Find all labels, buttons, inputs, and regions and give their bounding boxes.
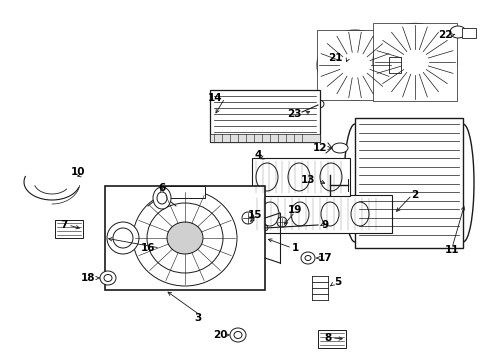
Ellipse shape [104, 274, 112, 282]
Text: 5: 5 [334, 277, 341, 287]
Ellipse shape [316, 30, 392, 100]
Ellipse shape [107, 222, 139, 254]
Text: 21: 21 [327, 53, 342, 63]
Ellipse shape [113, 228, 133, 248]
Ellipse shape [157, 192, 167, 204]
Bar [317, 330, 346, 348]
Text: 17: 17 [317, 253, 332, 263]
Ellipse shape [400, 49, 429, 76]
Text: 2: 2 [410, 190, 418, 200]
Text: 12: 12 [312, 143, 326, 153]
Bar [354, 118, 462, 248]
Text: 10: 10 [71, 167, 85, 177]
Text: 6: 6 [158, 183, 165, 193]
Ellipse shape [449, 26, 465, 38]
Ellipse shape [372, 23, 456, 101]
Text: 4: 4 [254, 150, 261, 160]
Text: 22: 22 [437, 30, 451, 40]
Text: 15: 15 [247, 210, 262, 220]
Text: 9: 9 [321, 220, 328, 230]
Bar [251, 158, 349, 196]
Ellipse shape [261, 202, 279, 226]
Bar [372, 23, 456, 101]
Ellipse shape [153, 187, 171, 209]
Bar [461, 28, 475, 38]
Text: 14: 14 [207, 93, 222, 103]
Ellipse shape [147, 203, 223, 273]
Text: 8: 8 [324, 333, 331, 343]
Ellipse shape [328, 41, 381, 90]
Bar [388, 57, 400, 73]
Ellipse shape [287, 163, 309, 191]
Bar [209, 90, 319, 142]
Ellipse shape [313, 100, 324, 108]
Text: 23: 23 [286, 109, 301, 119]
Ellipse shape [319, 163, 341, 191]
Text: 19: 19 [287, 205, 302, 215]
Bar [55, 220, 83, 238]
Ellipse shape [301, 252, 314, 264]
Ellipse shape [331, 143, 347, 153]
Ellipse shape [339, 51, 369, 79]
Ellipse shape [133, 190, 237, 286]
Ellipse shape [276, 217, 286, 227]
Text: 18: 18 [81, 273, 95, 283]
Ellipse shape [260, 225, 267, 231]
Ellipse shape [242, 212, 253, 224]
Ellipse shape [167, 222, 203, 254]
Ellipse shape [100, 271, 116, 285]
Ellipse shape [229, 328, 245, 342]
Text: 20: 20 [213, 330, 227, 340]
Bar [316, 30, 392, 100]
Bar [251, 195, 391, 233]
Ellipse shape [320, 202, 338, 226]
Ellipse shape [256, 163, 278, 191]
Ellipse shape [234, 332, 242, 338]
Ellipse shape [290, 202, 308, 226]
Text: 1: 1 [291, 243, 298, 253]
Text: 11: 11 [444, 245, 458, 255]
Bar [105, 186, 264, 290]
Bar [209, 134, 319, 142]
Bar [164, 186, 204, 198]
Text: 3: 3 [194, 313, 201, 323]
Text: 7: 7 [61, 220, 68, 230]
Ellipse shape [305, 256, 310, 261]
Ellipse shape [350, 202, 368, 226]
Text: 16: 16 [141, 243, 155, 253]
Text: 13: 13 [300, 175, 315, 185]
Ellipse shape [387, 37, 441, 87]
